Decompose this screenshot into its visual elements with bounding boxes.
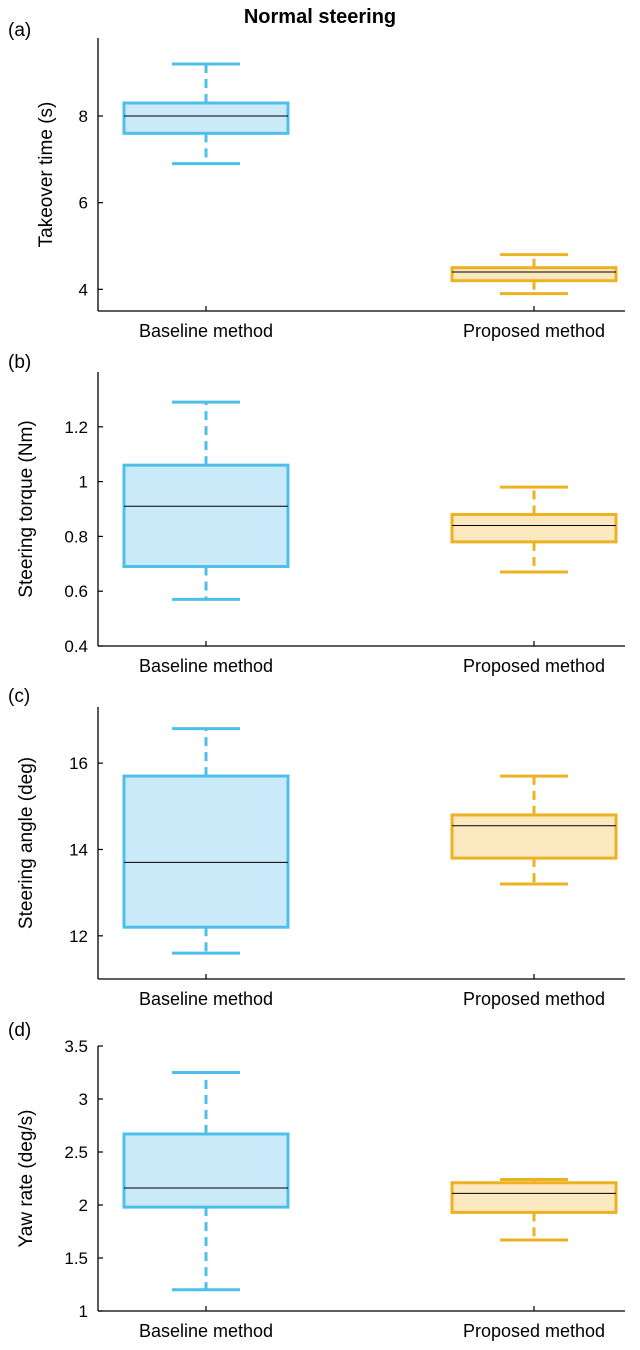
panel-c-y-tick-label: 16 [69,754,88,773]
panel-b-x-tick-label: Proposed method [463,656,605,676]
panel-b-y-tick-label: 0.4 [64,637,88,656]
panel-d-x-tick-label: Proposed method [463,1321,605,1341]
panel-a-y-tick-label: 6 [79,194,88,213]
figure-title: Normal steering [243,6,397,28]
panel-c-y-axis-label: Steering angle (deg) [16,757,37,929]
panel-label-c: (c) [8,686,31,707]
panel-a-y-axis-label: Takeover time (s) [36,102,57,248]
panel-d-x-tick-label: Baseline method [139,1321,273,1341]
panel-a-proposed-box [450,266,618,283]
panel-b-proposed-box [450,512,618,544]
panel-d-y-tick-label: 3 [79,1090,88,1109]
panel-label-d: (d) [8,1020,32,1041]
panel-d-y-axis-label: Yaw rate (deg/s) [16,1110,37,1248]
panel-d-y-tick-label: 3.5 [64,1037,88,1056]
panel-c-x-tick-label: Baseline method [139,989,273,1009]
panel-label-b: (b) [8,352,32,373]
panel-a-y-tick-label: 8 [79,107,88,126]
panel-c-y-tick-label: 14 [69,840,88,859]
panel-label-a: (a) [8,20,32,41]
panel-c-baseline-box [122,774,290,929]
panel-c-x-tick-label: Proposed method [463,989,605,1009]
panel-b-baseline-box [122,463,290,569]
panel-d-y-tick-label: 1 [79,1302,88,1321]
panel-c-y-tick-label: 12 [69,927,88,946]
panel-b-y-tick-label: 1.2 [64,418,88,437]
panel-d-y-tick-label: 2.5 [64,1143,88,1162]
panel-a-x-tick-label: Baseline method [139,321,273,341]
panel-c-proposed-box [450,813,618,860]
panel-d-y-tick-label: 2 [79,1196,88,1215]
panel-d-proposed-box [450,1181,618,1214]
panel-a-y-tick-label: 4 [79,280,88,299]
panel-d-y-tick-label: 1.5 [64,1249,88,1268]
panel-b-y-axis-label: Steering torque (Nm) [16,420,37,597]
panel-d-baseline-box [122,1132,290,1209]
panel-b-y-tick-label: 0.8 [64,527,88,546]
panel-b-y-tick-label: 1 [79,473,88,492]
panel-a-baseline-box [122,101,290,135]
panel-a-x-tick-label: Proposed method [463,321,605,341]
panel-b-x-tick-label: Baseline method [139,656,273,676]
panel-b-y-tick-label: 0.6 [64,582,88,601]
